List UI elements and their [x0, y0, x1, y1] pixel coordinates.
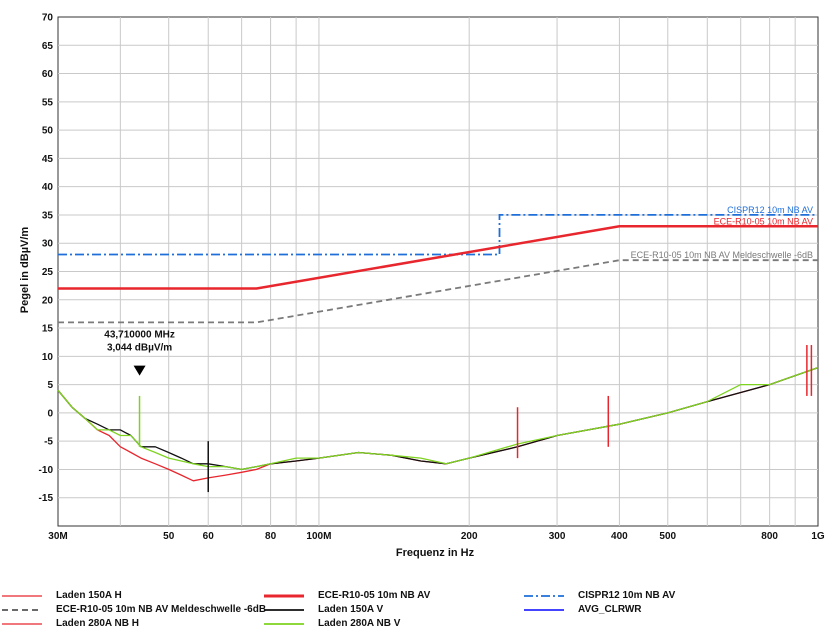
y-tick-label: 20	[42, 295, 54, 306]
x-tick-label: 300	[549, 531, 566, 542]
legend-item: Laden 280A NB H	[0, 617, 139, 630]
legend-item: ECE-R10-05 10m NB AV	[262, 589, 430, 602]
legend-swatch	[262, 620, 306, 628]
y-tick-label: 55	[42, 97, 54, 108]
legend-label: Laden 150A H	[56, 590, 122, 601]
legend-item: CISPR12 10m NB AV	[522, 589, 675, 602]
legend-label: AVG_CLRWR	[578, 604, 642, 615]
legend-label: ECE-R10-05 10m NB AV	[318, 590, 431, 601]
legend-item: ECE-R10-05 10m NB AV Meldeschwelle -6dB	[0, 603, 266, 616]
marker-frequency-label: 43,710000 MHz	[104, 330, 175, 341]
limit-line-label: CISPR12 10m NB AV	[727, 205, 813, 215]
y-tick-label: 30	[42, 239, 54, 250]
y-tick-label: 50	[42, 126, 54, 137]
y-tick-label: 40	[42, 182, 54, 193]
marker-level-label: 3,044 dBµV/m	[107, 343, 172, 354]
legend-swatch	[0, 606, 44, 614]
y-tick-label: 60	[42, 69, 54, 80]
legend-label: Laden 280A NB H	[56, 618, 139, 629]
legend-label: Laden 280A NB V	[318, 618, 401, 629]
legend-label: Laden 150A V	[318, 604, 384, 615]
limit-line-label: ECE-R10-05 10m NB AV	[714, 216, 813, 226]
legend-swatch	[262, 592, 306, 600]
legend-swatch	[522, 606, 566, 614]
y-tick-label: 10	[42, 352, 54, 363]
x-tick-label: 80	[265, 531, 277, 542]
marker-triangle-icon	[133, 365, 146, 376]
y-tick-label: 35	[42, 210, 54, 221]
x-tick-label: 50	[163, 531, 175, 542]
y-tick-label: -15	[39, 493, 54, 504]
x-tick-label: 800	[761, 531, 778, 542]
y-tick-label: 45	[42, 154, 54, 165]
legend-item: Laden 150A V	[262, 603, 383, 616]
x-tick-label: 60	[203, 531, 215, 542]
y-tick-label: -10	[39, 465, 54, 476]
limit-lines	[58, 214, 818, 324]
y-axis-label: Pegel in dBµV/m	[19, 227, 31, 314]
legend-swatch	[262, 606, 306, 614]
y-tick-label: 5	[47, 380, 53, 391]
x-axis-ticks: 30M 50 60 80 100M 200 300 400 500 800 1G	[48, 531, 825, 542]
y-tick-label: 70	[42, 13, 54, 24]
legend-swatch	[0, 620, 44, 628]
limit-series-line	[58, 214, 818, 256]
legend-swatch	[522, 592, 566, 600]
x-tick-label: 400	[611, 531, 628, 542]
x-tick-label: 500	[659, 531, 676, 542]
legend-item: Laden 280A NB V	[262, 617, 400, 630]
limit-series-line	[58, 225, 818, 290]
limit-series-line	[58, 259, 818, 324]
y-tick-label: 65	[42, 41, 54, 52]
spike-marks	[138, 345, 813, 493]
peak-marker: 43,710000 MHz 3,044 dBµV/m	[104, 330, 175, 376]
x-tick-label: 30M	[48, 531, 67, 542]
x-axis-label: Frequenz in Hz	[396, 547, 475, 559]
legend-item: Laden 150A H	[0, 589, 122, 602]
grid	[58, 17, 818, 526]
x-tick-label: 200	[461, 531, 478, 542]
legend-label: CISPR12 10m NB AV	[578, 590, 676, 601]
y-tick-label: -5	[44, 437, 53, 448]
x-tick-label: 100M	[306, 531, 331, 542]
y-tick-label: 25	[42, 267, 54, 278]
y-tick-label: 15	[42, 324, 54, 335]
x-tick-label: 1G	[811, 531, 825, 542]
y-tick-label: 0	[47, 408, 53, 419]
limit-line-label: ECE-R10-05 10m NB AV Meldeschwelle -6dB	[631, 250, 813, 260]
legend-item: AVG_CLRWR	[522, 603, 642, 616]
legend-swatch	[0, 592, 44, 600]
legend: Laden 150A H ECE-R10-05 10m NB AV Meldesc…	[0, 585, 832, 636]
legend-label: ECE-R10-05 10m NB AV Meldeschwelle -6dB	[56, 604, 267, 615]
